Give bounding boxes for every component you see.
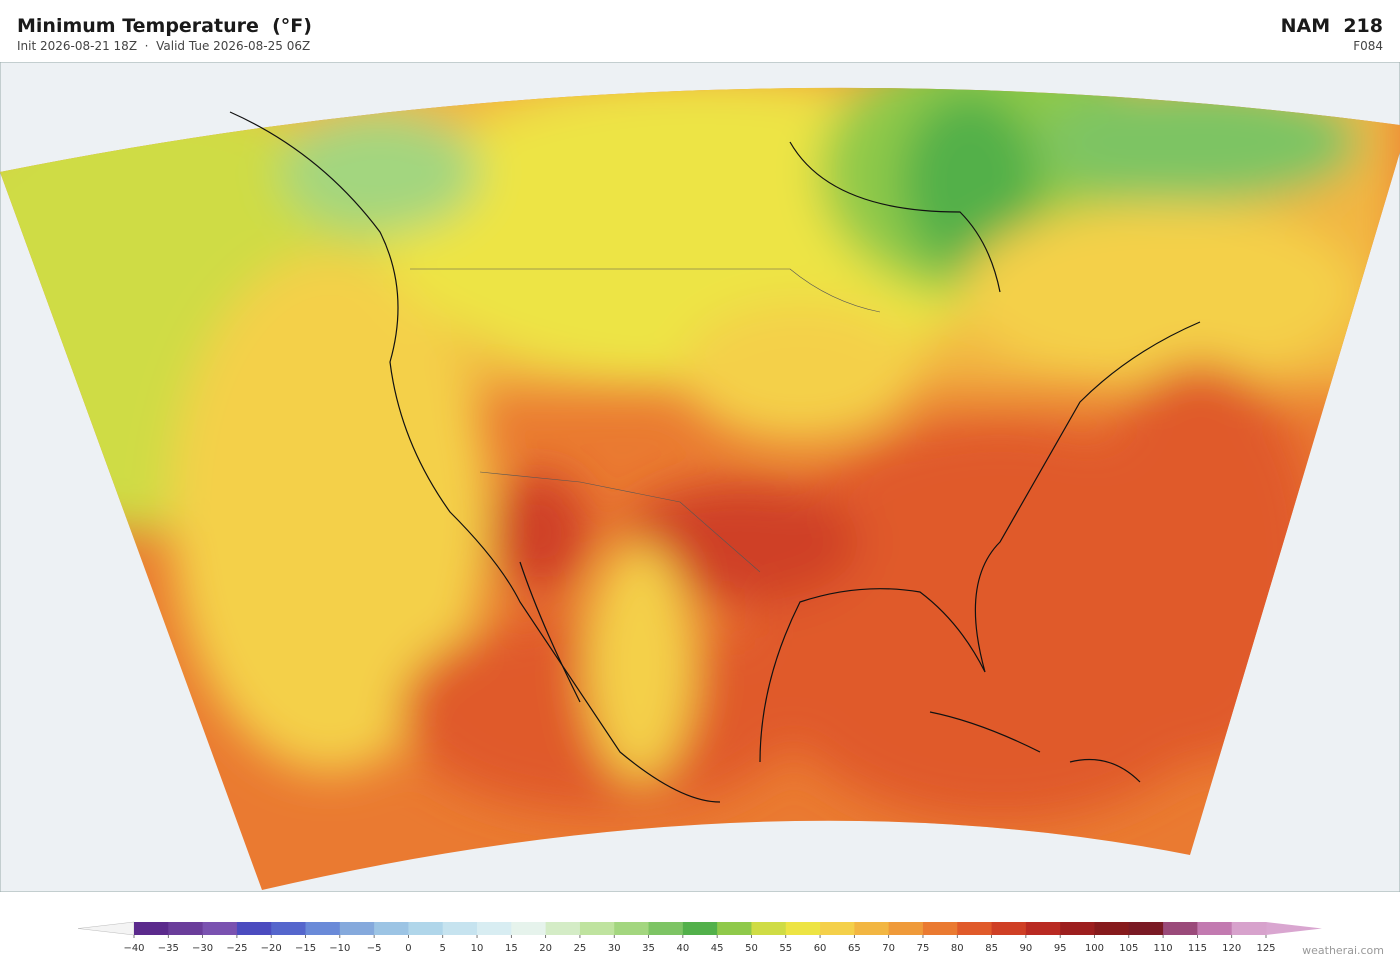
colorbar-tick-label: −35: [158, 943, 179, 954]
colorbar-tick-label: 125: [1256, 943, 1275, 954]
colorbar-tick-label: 20: [539, 943, 552, 954]
colorbar-tick-label: −20: [261, 943, 282, 954]
colorbar-tick-label: 105: [1119, 943, 1138, 954]
colorbar-segment: [202, 922, 238, 935]
colorbar-tick-label: 90: [1020, 943, 1033, 954]
colorbar-tick-label: 0: [405, 943, 411, 954]
colorbar-over: [1266, 922, 1322, 935]
colorbar-segment: [888, 922, 924, 935]
colorbar-segment: [408, 922, 444, 935]
colorbar-segment: [854, 922, 890, 935]
colorbar-segment: [1197, 922, 1233, 935]
colorbar-segment: [511, 922, 547, 935]
colorbar-segment: [991, 922, 1027, 935]
colorbar-tick-label: 35: [642, 943, 655, 954]
colorbar-segment: [168, 922, 204, 935]
colorbar-segment: [579, 922, 615, 935]
colorbar-tick-label: 85: [985, 943, 998, 954]
colorbar-tick-label: 60: [814, 943, 827, 954]
colorbar-segment: [648, 922, 684, 935]
colorbar-tick-label: 115: [1188, 943, 1207, 954]
colorbar-tick-label: −15: [295, 943, 316, 954]
colorbar-segment: [820, 922, 855, 935]
colorbar-tick-label: 50: [745, 943, 758, 954]
map-title: Minimum Temperature (°F): [17, 15, 312, 37]
forecast-hour: F084: [1353, 39, 1383, 53]
map: [0, 62, 1400, 892]
model-name: NAM 218: [1280, 15, 1383, 37]
colorbar-segment: [1060, 922, 1095, 935]
colorbar-tick-label: −30: [192, 943, 213, 954]
colorbar-segment: [922, 922, 958, 935]
colorbar-tick-label: 75: [917, 943, 930, 954]
colorbar-segment: [545, 922, 581, 935]
colorbar-segment: [751, 922, 787, 935]
colorbar-tick-label: 95: [1054, 943, 1067, 954]
colorbar-segment: [477, 922, 512, 935]
colorbar-tick-label: 40: [676, 943, 689, 954]
colorbar-tick-label: 55: [779, 943, 792, 954]
colorbar-tick-label: 45: [711, 943, 724, 954]
colorbar-segment: [236, 922, 272, 935]
credit: weatherai.com: [1302, 944, 1384, 957]
colorbar-tick-label: 15: [505, 943, 518, 954]
colorbar-segment: [957, 922, 993, 935]
colorbar-segment: [271, 922, 307, 935]
colorbar-segment: [134, 922, 169, 935]
colorbar-tick-label: 30: [608, 943, 621, 954]
colorbar-tick-label: 70: [882, 943, 895, 954]
colorbar-segment: [1231, 922, 1267, 935]
colorbar: −40 −35 −30 −25 −20 −15 −10 −5 0 5 10 15 20 25 30 35 40 4…: [77, 921, 1322, 954]
colorbar-tick-label: −25: [226, 943, 247, 954]
colorbar-segment: [442, 922, 478, 935]
colorbar-segment: [682, 922, 718, 935]
colorbar-tick-label: 120: [1222, 943, 1241, 954]
colorbar-tick-label: 10: [471, 943, 484, 954]
colorbar-segment: [1094, 922, 1130, 935]
colorbar-tick-label: 65: [848, 943, 861, 954]
colorbar-tick-label: −5: [367, 943, 382, 954]
colorbar-tick-label: −40: [123, 943, 144, 954]
coastlines: [229, 111, 1201, 803]
colorbar-tick-label: 110: [1154, 943, 1173, 954]
colorbar-segment: [785, 922, 821, 935]
colorbar-segment: [1163, 922, 1198, 935]
colorbar-segment: [374, 922, 409, 935]
map-subtitle: Init 2026-08-21 18Z · Valid Tue 2026-08-…: [17, 39, 311, 53]
colorbar-tick-label: 5: [440, 943, 446, 954]
colorbar-segment: [339, 922, 375, 935]
borders: [410, 268, 881, 573]
colorbar-segment: [614, 922, 650, 935]
colorbar-tick-label: −10: [329, 943, 350, 954]
colorbar-segment: [305, 922, 341, 935]
colorbar-tick-label: 25: [574, 943, 587, 954]
colorbar-under: [77, 921, 135, 936]
colorbar-segment: [717, 922, 752, 935]
colorbar-tick-label: 100: [1085, 943, 1104, 954]
colorbar-segment: [1025, 922, 1061, 935]
colorbar-segment: [1128, 922, 1164, 935]
colorbar-tick-label: 80: [951, 943, 964, 954]
